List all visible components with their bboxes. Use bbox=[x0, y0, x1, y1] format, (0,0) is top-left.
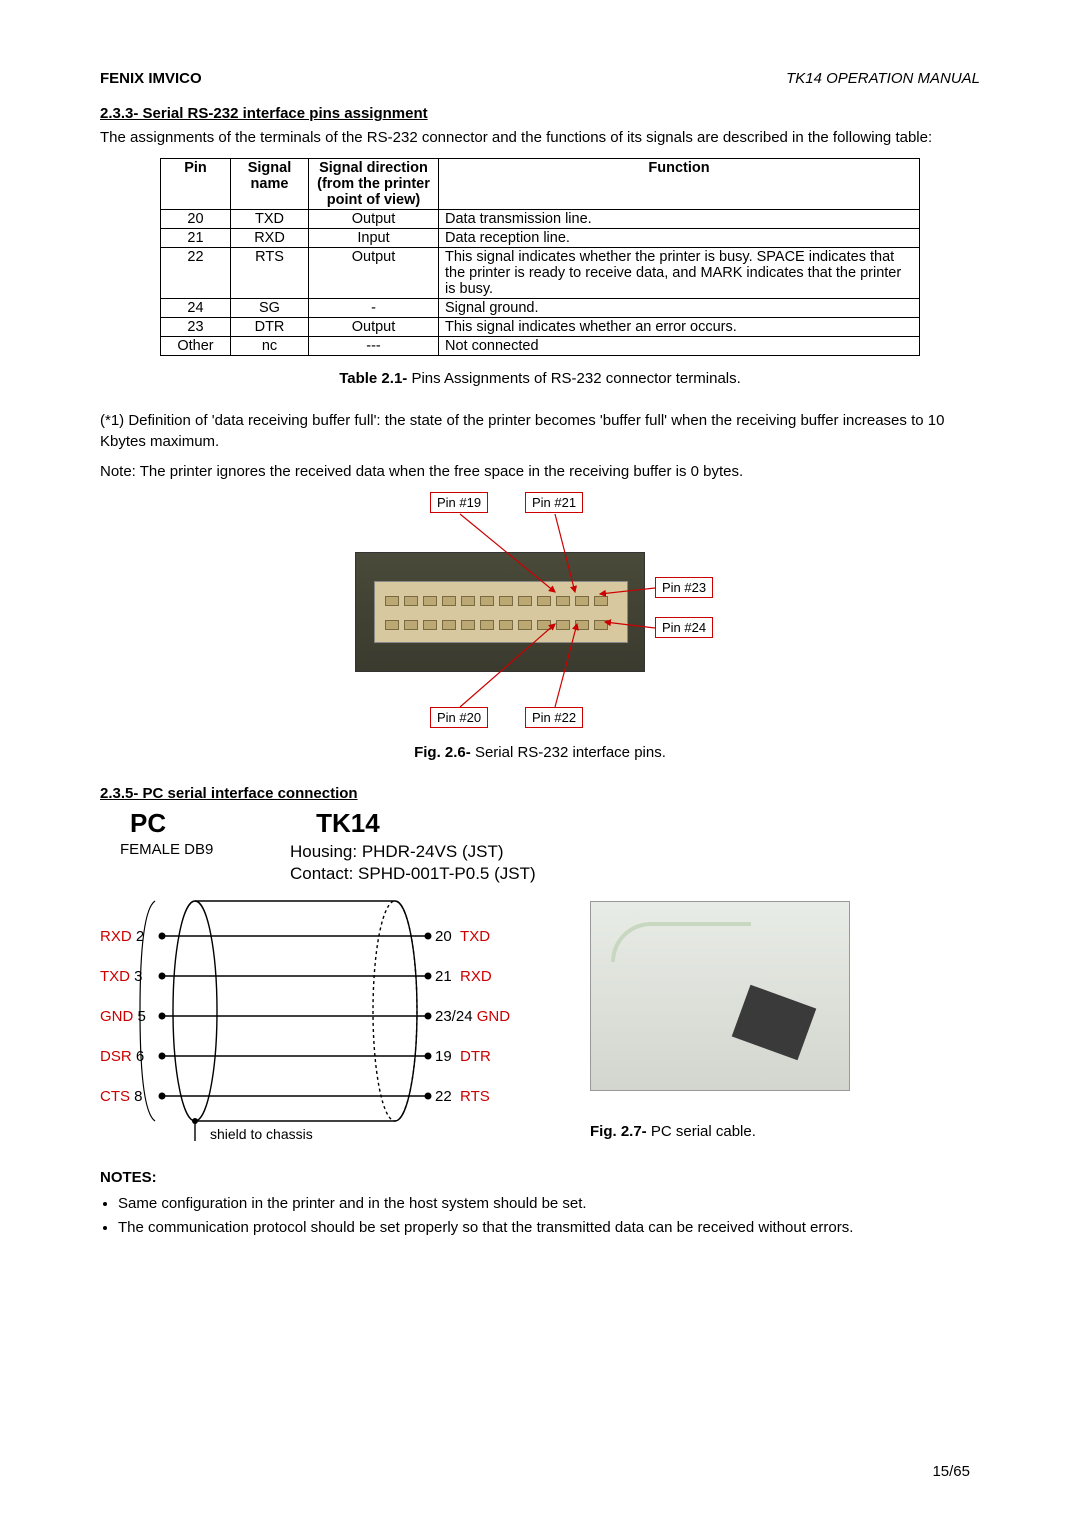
cell-pin: 24 bbox=[161, 299, 231, 318]
wire-left-0: RXD 2 bbox=[100, 928, 144, 945]
tk14-label: TK14 bbox=[316, 808, 380, 839]
cell-dir: Input bbox=[309, 229, 439, 248]
notes-heading: NOTES: bbox=[100, 1169, 980, 1186]
connector-photo bbox=[355, 552, 645, 672]
header-manual-title: TK14 OPERATION MANUAL bbox=[786, 70, 980, 87]
cell-func: Data reception line. bbox=[439, 229, 920, 248]
cell-pin: Other bbox=[161, 337, 231, 356]
page-header: FENIX IMVICO TK14 OPERATION MANUAL bbox=[100, 70, 980, 87]
table-row: 20TXDOutputData transmission line. bbox=[161, 210, 920, 229]
fig-2-7-caption: Fig. 2.7- PC serial cable. bbox=[590, 1123, 850, 1140]
fig27-caption-bold: Fig. 2.7- bbox=[590, 1123, 647, 1140]
fig27-column: Fig. 2.7- PC serial cable. bbox=[590, 891, 850, 1140]
cell-func: This signal indicates whether an error o… bbox=[439, 318, 920, 337]
table-row: 24SG-Signal ground. bbox=[161, 299, 920, 318]
table-2-1-caption: Table 2.1- Pins Assignments of RS-232 co… bbox=[100, 370, 980, 387]
pin19-label: Pin #19 bbox=[430, 492, 488, 513]
col-pin: Pin bbox=[161, 159, 231, 210]
wire-left-2: GND 5 bbox=[100, 1008, 146, 1025]
wire-right-2: 23/24 GND bbox=[435, 1008, 510, 1025]
wire-left-1: TXD 3 bbox=[100, 968, 143, 985]
pins-table: Pin Signal name Signal direction (from t… bbox=[160, 158, 920, 356]
pin24-label: Pin #24 bbox=[655, 617, 713, 638]
note-item-1: The communication protocol should be set… bbox=[118, 1218, 980, 1238]
note-line: Note: The printer ignores the received d… bbox=[100, 462, 980, 482]
fig26-caption-bold: Fig. 2.6- bbox=[414, 744, 471, 761]
housing-line: Housing: PHDR-24VS (JST) bbox=[290, 841, 536, 863]
wire-left-4: CTS 8 bbox=[100, 1088, 143, 1105]
shield-label: shield to chassis bbox=[210, 1126, 313, 1142]
footnote-1: (*1) Definition of 'data receiving buffe… bbox=[100, 411, 980, 452]
table-row: 21RXDInputData reception line. bbox=[161, 229, 920, 248]
cell-pin: 20 bbox=[161, 210, 231, 229]
table-row: Othernc---Not connected bbox=[161, 337, 920, 356]
col-signal-name: Signal name bbox=[231, 159, 309, 210]
cell-name: SG bbox=[231, 299, 309, 318]
fig26-caption-rest: Serial RS-232 interface pins. bbox=[471, 744, 666, 761]
housing-contact: Housing: PHDR-24VS (JST) Contact: SPHD-0… bbox=[290, 841, 536, 885]
page-number: 15/65 bbox=[932, 1463, 970, 1480]
wiring-and-photo-row: RXD 2 TXD 3 GND 5 DSR 6 CTS 8 20 TXD 21 … bbox=[100, 891, 980, 1151]
note-item-0: Same configuration in the printer and in… bbox=[118, 1194, 980, 1214]
table-caption-bold: Table 2.1- bbox=[339, 370, 407, 387]
connector-body bbox=[374, 581, 628, 643]
pin21-label: Pin #21 bbox=[525, 492, 583, 513]
cell-pin: 22 bbox=[161, 248, 231, 299]
connector-spec-row: FEMALE DB9 Housing: PHDR-24VS (JST) Cont… bbox=[120, 841, 980, 885]
cell-name: DTR bbox=[231, 318, 309, 337]
cell-dir: Output bbox=[309, 210, 439, 229]
cell-name: nc bbox=[231, 337, 309, 356]
cell-func: This signal indicates whether the printe… bbox=[439, 248, 920, 299]
notes-list: Same configuration in the printer and in… bbox=[118, 1194, 980, 1239]
serial-cable-photo bbox=[590, 901, 850, 1091]
header-company: FENIX IMVICO bbox=[100, 70, 202, 87]
cell-dir: --- bbox=[309, 337, 439, 356]
cell-func: Signal ground. bbox=[439, 299, 920, 318]
cell-name: RXD bbox=[231, 229, 309, 248]
pin22-label: Pin #22 bbox=[525, 707, 583, 728]
cell-dir: - bbox=[309, 299, 439, 318]
wire-right-1: 21 RXD bbox=[435, 968, 492, 985]
wire-right-4: 22 RTS bbox=[435, 1088, 490, 1105]
document-page: FENIX IMVICO TK14 OPERATION MANUAL 2.3.3… bbox=[0, 0, 1080, 1528]
cell-pin: 21 bbox=[161, 229, 231, 248]
table-row: 23DTROutputThis signal indicates whether… bbox=[161, 318, 920, 337]
fig27-caption-rest: PC serial cable. bbox=[647, 1123, 756, 1140]
wire-right-3: 19 DTR bbox=[435, 1048, 491, 1065]
pc-label: PC bbox=[130, 808, 166, 839]
cell-name: TXD bbox=[231, 210, 309, 229]
fig-2-6-caption: Fig. 2.6- Serial RS-232 interface pins. bbox=[414, 744, 666, 761]
section-2-3-3-intro: The assignments of the terminals of the … bbox=[100, 128, 980, 148]
pin20-label: Pin #20 bbox=[430, 707, 488, 728]
section-2-3-5-heading: 2.3.5- PC serial interface connection bbox=[100, 785, 980, 802]
pins-table-body: 20TXDOutputData transmission line.21RXDI… bbox=[161, 210, 920, 356]
cell-pin: 23 bbox=[161, 318, 231, 337]
table-caption-rest: Pins Assignments of RS-232 connector ter… bbox=[407, 370, 741, 387]
figure-2-6: Pin #19 Pin #21 Pin #23 Pin #24 Pin #20 … bbox=[100, 492, 980, 777]
table-row: 22RTSOutputThis signal indicates whether… bbox=[161, 248, 920, 299]
contact-line: Contact: SPHD-001T-P0.5 (JST) bbox=[290, 863, 536, 885]
female-db9-label: FEMALE DB9 bbox=[120, 841, 290, 858]
cell-dir: Output bbox=[309, 318, 439, 337]
wire-left-3: DSR 6 bbox=[100, 1048, 144, 1065]
wiring-diagram: RXD 2 TXD 3 GND 5 DSR 6 CTS 8 20 TXD 21 … bbox=[100, 891, 530, 1151]
cell-dir: Output bbox=[309, 248, 439, 299]
section-2-3-3-heading: 2.3.3- Serial RS-232 interface pins assi… bbox=[100, 105, 980, 122]
pin23-label: Pin #23 bbox=[655, 577, 713, 598]
fig26-diagram: Pin #19 Pin #21 Pin #23 Pin #24 Pin #20 … bbox=[355, 492, 725, 742]
col-direction: Signal direction (from the printer point… bbox=[309, 159, 439, 210]
cell-name: RTS bbox=[231, 248, 309, 299]
cell-func: Data transmission line. bbox=[439, 210, 920, 229]
cell-func: Not connected bbox=[439, 337, 920, 356]
wire-right-0: 20 TXD bbox=[435, 928, 490, 945]
pc-tk14-title-row: PC TK14 bbox=[130, 808, 980, 839]
col-function: Function bbox=[439, 159, 920, 210]
